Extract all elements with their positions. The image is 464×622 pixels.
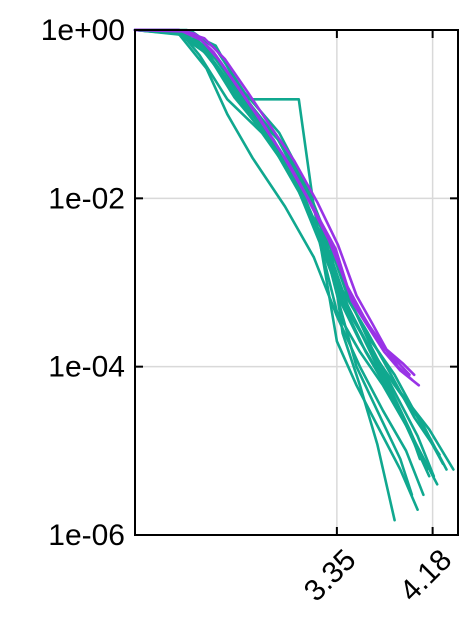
y-tick-label-0: 1e+00 bbox=[41, 14, 125, 47]
y-tick-label-3: 1e-06 bbox=[48, 519, 125, 552]
series-layer bbox=[133, 28, 455, 522]
series-line-17-purple bbox=[133, 28, 411, 377]
plot-frame bbox=[134, 29, 459, 536]
y-tick-label-2: 1e-04 bbox=[48, 351, 125, 384]
series-line-13-teal bbox=[133, 28, 441, 457]
y-tick-label-1: 1e-02 bbox=[48, 182, 125, 215]
series-line-16-purple bbox=[133, 28, 416, 377]
series-line-10-teal bbox=[133, 28, 425, 497]
axis-layer bbox=[134, 29, 459, 536]
